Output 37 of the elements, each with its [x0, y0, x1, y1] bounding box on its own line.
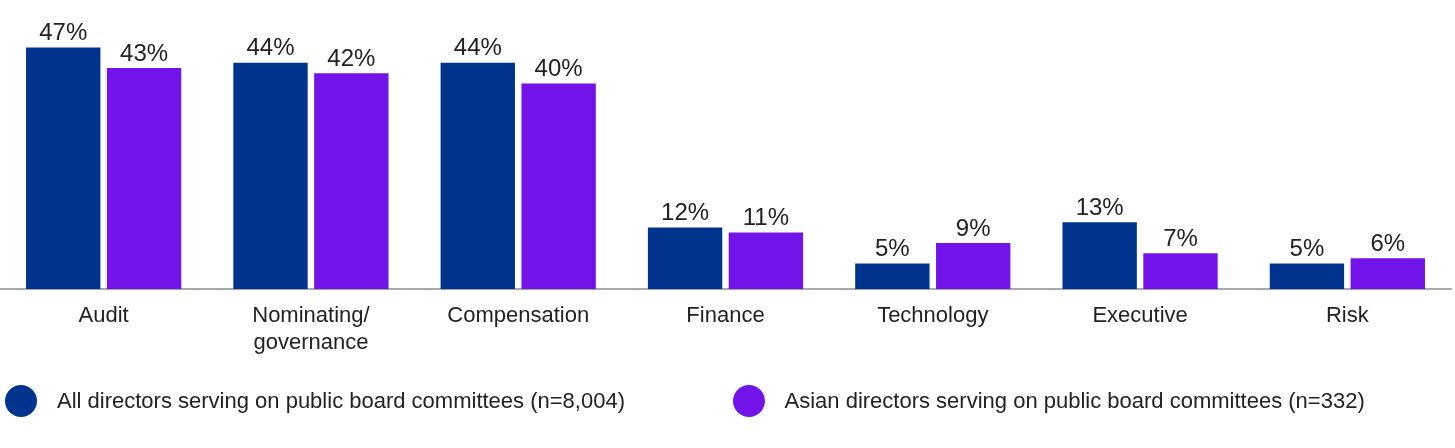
data-label: 11%: [742, 203, 790, 231]
bar: [647, 227, 723, 290]
x-tick-label: Technology: [877, 302, 989, 328]
bar: [1062, 222, 1137, 290]
bar: [26, 47, 101, 290]
bar: [106, 68, 182, 290]
data-label: 6%: [1370, 228, 1406, 256]
data-label: 47%: [39, 18, 88, 46]
data-label: 40%: [534, 54, 583, 82]
data-label: 42%: [327, 43, 376, 71]
x-tick-label: Executive: [1092, 302, 1188, 328]
bar: [855, 263, 930, 290]
data-label: 5%: [1289, 234, 1325, 262]
bar: [1143, 253, 1218, 290]
data-label: 43%: [120, 38, 169, 66]
bar: [936, 242, 1011, 290]
data-label: 44%: [246, 33, 295, 61]
bar: [728, 232, 804, 290]
bar: [314, 73, 389, 290]
x-tick-label: Nominating/ governance: [252, 302, 371, 354]
data-label: 5%: [875, 234, 910, 262]
legend-label: All directors serving on public board committees (n=8,004): [57, 388, 626, 414]
x-tick-label: Finance: [686, 302, 765, 328]
bar: [440, 62, 515, 290]
bar: [1350, 258, 1425, 290]
bar: [521, 83, 596, 290]
x-tick-label: Compensation: [447, 302, 590, 328]
x-tick-label: Audit: [78, 302, 129, 328]
data-label: 44%: [453, 33, 502, 61]
bar: [233, 62, 308, 290]
x-tick-label: Risk: [1325, 302, 1370, 328]
data-label: 13%: [1075, 192, 1124, 220]
data-label: 9%: [955, 213, 991, 241]
bar: [1269, 263, 1345, 290]
legend-label: Asian directors serving on public board committees (n=332): [784, 388, 1366, 414]
data-label: 7%: [1163, 223, 1198, 251]
data-label: 12%: [661, 198, 710, 226]
